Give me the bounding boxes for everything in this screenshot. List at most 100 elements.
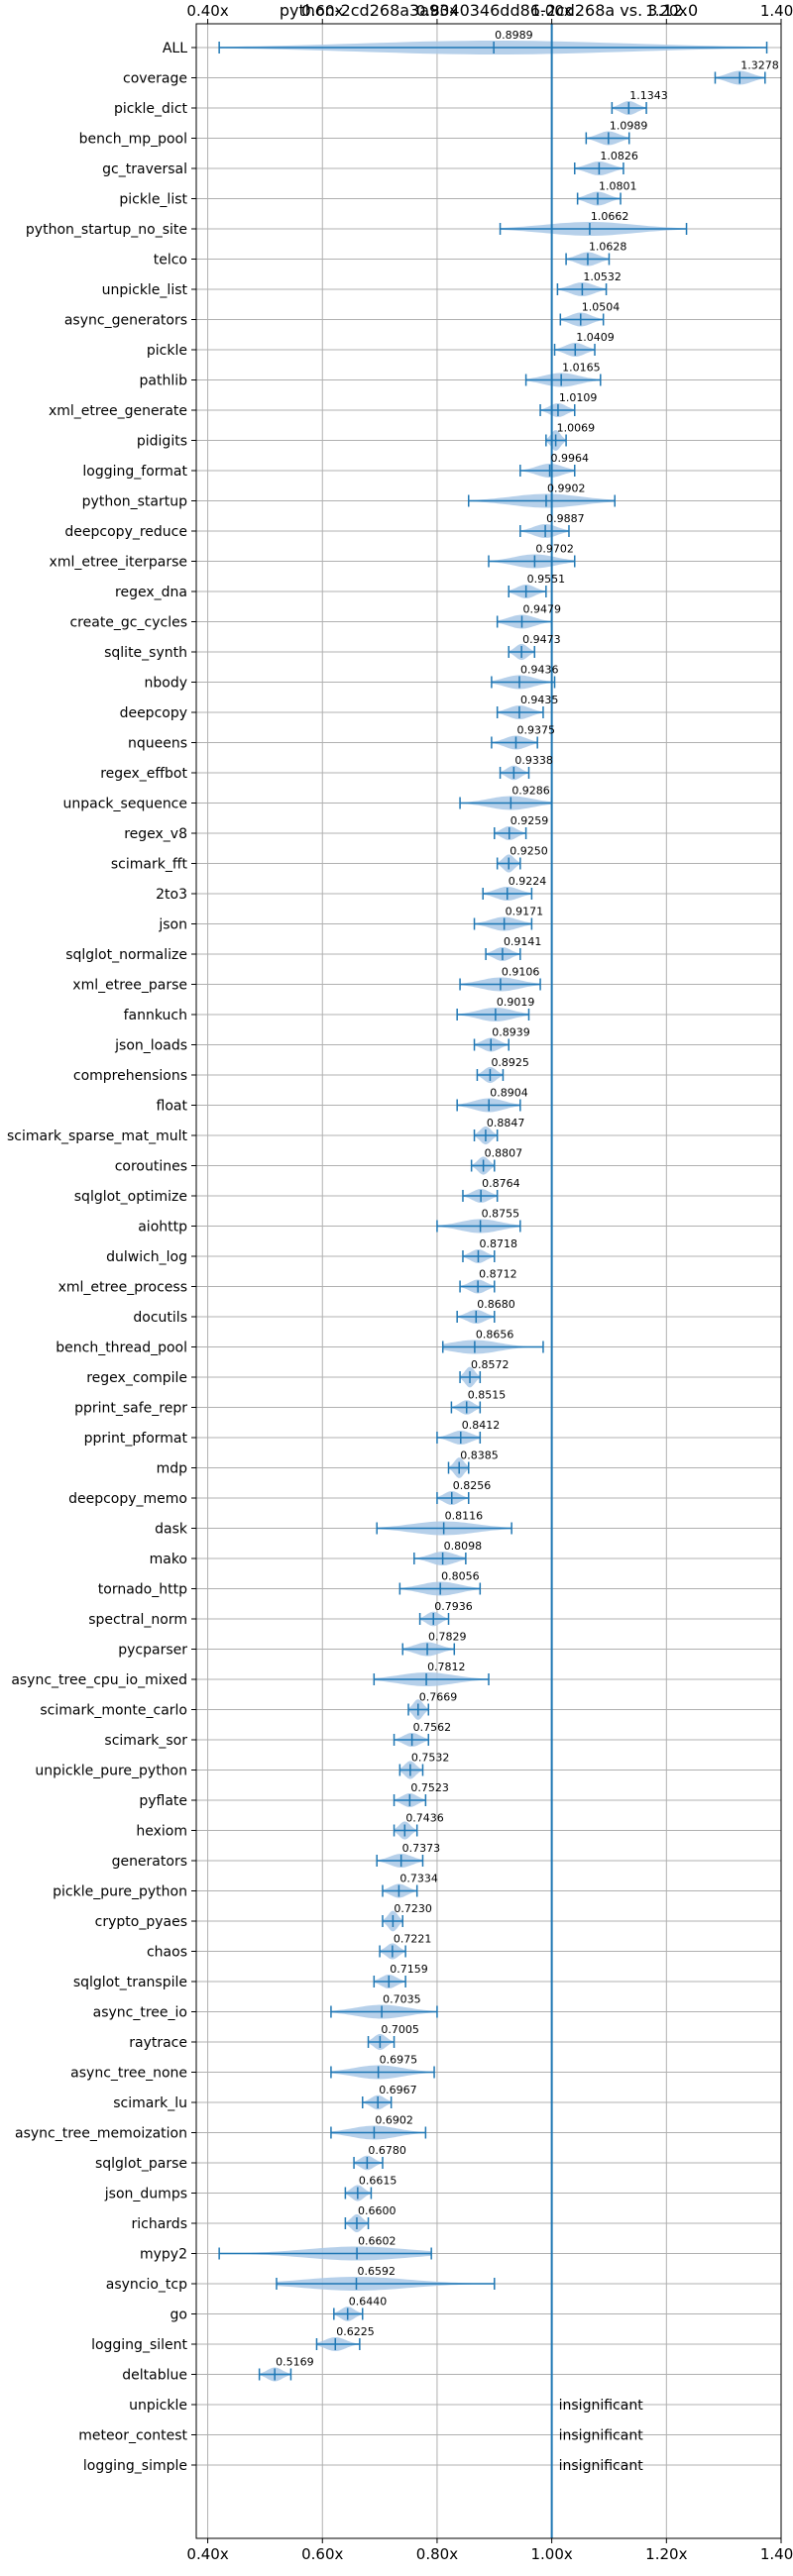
axis-layer: 0.40x 0.40x 0.60x 0.60x 0.80x 0.80x 1.00x 1.00x… xyxy=(7,2,793,2563)
value-label: 0.8847 xyxy=(487,1117,525,1129)
benchmark-label: scimark_sor xyxy=(104,1733,187,1749)
value-label: 0.8904 xyxy=(490,1087,528,1100)
benchmark-label: meteor_contest xyxy=(78,2428,187,2444)
value-label: 0.7436 xyxy=(405,1812,444,1825)
benchmark-label: mypy2 xyxy=(140,2247,187,2263)
benchmark-label: asyncio_tcp xyxy=(106,2277,187,2293)
benchmark-label: json_loads xyxy=(114,1038,187,1054)
benchmark-label: xml_etree_generate xyxy=(49,403,187,419)
value-label: 1.0109 xyxy=(559,391,598,404)
benchmark-label: go xyxy=(170,2308,187,2323)
value-label: 0.8515 xyxy=(468,1389,507,1402)
value-label: 0.9551 xyxy=(527,573,566,586)
chart-title: python-2cd268a3a9340346dd86-2cd268a vs. … xyxy=(280,1,698,20)
benchmark-label: logging_silent xyxy=(91,2337,187,2353)
value-label: 0.6440 xyxy=(349,2296,388,2308)
value-label: 0.6225 xyxy=(336,2325,375,2338)
value-label: 0.8680 xyxy=(477,1298,515,1311)
benchmark-label: pidigits xyxy=(137,434,187,450)
benchmark-label: python_startup xyxy=(82,494,187,510)
benchmark-label: xml_etree_parse xyxy=(72,978,187,994)
benchmark-label: pickle_pure_python xyxy=(53,1884,187,1900)
benchmark-label: json xyxy=(158,917,187,933)
benchmark-label: unpickle_list xyxy=(102,282,188,298)
insignificant-label: insignificant xyxy=(559,2428,644,2444)
value-label: 0.9259 xyxy=(510,814,549,827)
value-label: 0.7532 xyxy=(411,1752,450,1765)
value-label: 0.8807 xyxy=(485,1147,523,1160)
value-label: 0.9964 xyxy=(551,452,590,465)
x-tick-label-top: 0.80x xyxy=(416,2,458,20)
value-label: 1.1343 xyxy=(629,89,668,102)
x-tick-label-top: 1.00x xyxy=(530,2,572,20)
benchmark-label: create_gc_cycles xyxy=(69,615,187,631)
benchmark-label: 2to3 xyxy=(156,887,187,903)
benchmark-label: pathlib xyxy=(140,374,188,389)
x-tick-label-bottom: 1.40x xyxy=(760,2545,793,2563)
x-tick-label-bottom: 0.80x xyxy=(416,2545,458,2563)
value-label: 1.0662 xyxy=(591,210,629,223)
benchmark-label: sqlglot_transpile xyxy=(73,1975,187,1990)
value-label: 0.7334 xyxy=(399,1873,438,1885)
x-tick-label-top: 0.60x xyxy=(301,2,343,20)
benchmark-label: tornado_http xyxy=(98,1582,187,1598)
value-label: 0.7669 xyxy=(419,1691,458,1704)
benchmark-label: async_tree_io xyxy=(93,2005,187,2021)
value-label: 0.6780 xyxy=(368,2144,406,2157)
benchmark-label: aiohttp xyxy=(138,1220,187,1235)
benchmark-label: async_tree_memoization xyxy=(15,2126,187,2142)
benchmark-label: sqlite_synth xyxy=(104,645,187,661)
value-label: 0.7936 xyxy=(434,1600,473,1613)
value-label: 0.8572 xyxy=(471,1358,510,1371)
value-label: 0.9479 xyxy=(522,603,561,616)
benchmark-label: dask xyxy=(155,1522,188,1538)
benchmark-label: regex_effbot xyxy=(100,766,187,782)
value-label: 0.8718 xyxy=(479,1237,517,1250)
benchmark-label: coroutines xyxy=(115,1159,187,1175)
benchmark-label: sqlglot_normalize xyxy=(65,947,187,963)
value-label: 0.7035 xyxy=(383,1993,421,2006)
x-tick-label-bottom: 0.60x xyxy=(301,2545,343,2563)
benchmark-label: chaos xyxy=(147,1945,187,1961)
value-label: 0.6600 xyxy=(358,2204,396,2217)
value-label: 0.9106 xyxy=(502,966,539,979)
plot-frame xyxy=(195,23,782,2539)
benchmark-label: gc_traversal xyxy=(102,161,187,177)
value-label: 0.8385 xyxy=(460,1449,499,1462)
benchmark-label: pickle_dict xyxy=(114,101,188,117)
value-label: 0.9171 xyxy=(506,906,544,918)
value-label: 0.8989 xyxy=(495,29,533,42)
benchmark-label: logging_format xyxy=(82,464,187,480)
value-label: 1.0989 xyxy=(610,120,648,133)
insignificant-label: insignificant xyxy=(559,2398,644,2414)
benchmark-label: unpack_sequence xyxy=(63,797,187,812)
benchmark-label: logging_simple xyxy=(83,2458,187,2474)
benchmark-label: async_tree_cpu_io_mixed xyxy=(11,1672,187,1688)
value-label: 0.6975 xyxy=(380,2054,418,2067)
benchmark-label: float xyxy=(157,1099,188,1115)
value-label: 0.9250 xyxy=(510,845,548,858)
x-tick-label-top: 1.20x xyxy=(645,2,687,20)
benchmark-label: python_startup_no_site xyxy=(26,222,187,238)
value-label: 0.8755 xyxy=(482,1208,520,1221)
value-label: 1.0069 xyxy=(557,422,596,435)
benchmark-label: mdp xyxy=(157,1461,188,1477)
benchmark-label: coverage xyxy=(123,71,187,87)
value-label: 0.8056 xyxy=(441,1570,480,1583)
benchmark-label: async_tree_none xyxy=(70,2066,187,2082)
benchmark-label: pprint_pformat xyxy=(84,1431,188,1447)
value-label: 0.7523 xyxy=(410,1781,449,1794)
x-tick-label-top: 1.40x xyxy=(760,2,793,20)
benchmark-label: docutils xyxy=(133,1310,187,1326)
value-label: 1.0532 xyxy=(583,270,622,283)
value-label: 0.7829 xyxy=(428,1631,467,1644)
benchmark-label: bench_mp_pool xyxy=(79,132,187,148)
x-tick-label-bottom: 0.40x xyxy=(186,2545,228,2563)
value-label: 0.9887 xyxy=(546,512,585,525)
benchmark-label: raytrace xyxy=(129,2035,187,2051)
value-label: 0.6902 xyxy=(375,2114,413,2127)
value-label: 0.7812 xyxy=(427,1661,466,1673)
value-label: 0.7159 xyxy=(390,1963,428,1976)
benchmark-label: xml_etree_iterparse xyxy=(50,555,187,571)
benchmark-label: crypto_pyaes xyxy=(95,1914,187,1930)
